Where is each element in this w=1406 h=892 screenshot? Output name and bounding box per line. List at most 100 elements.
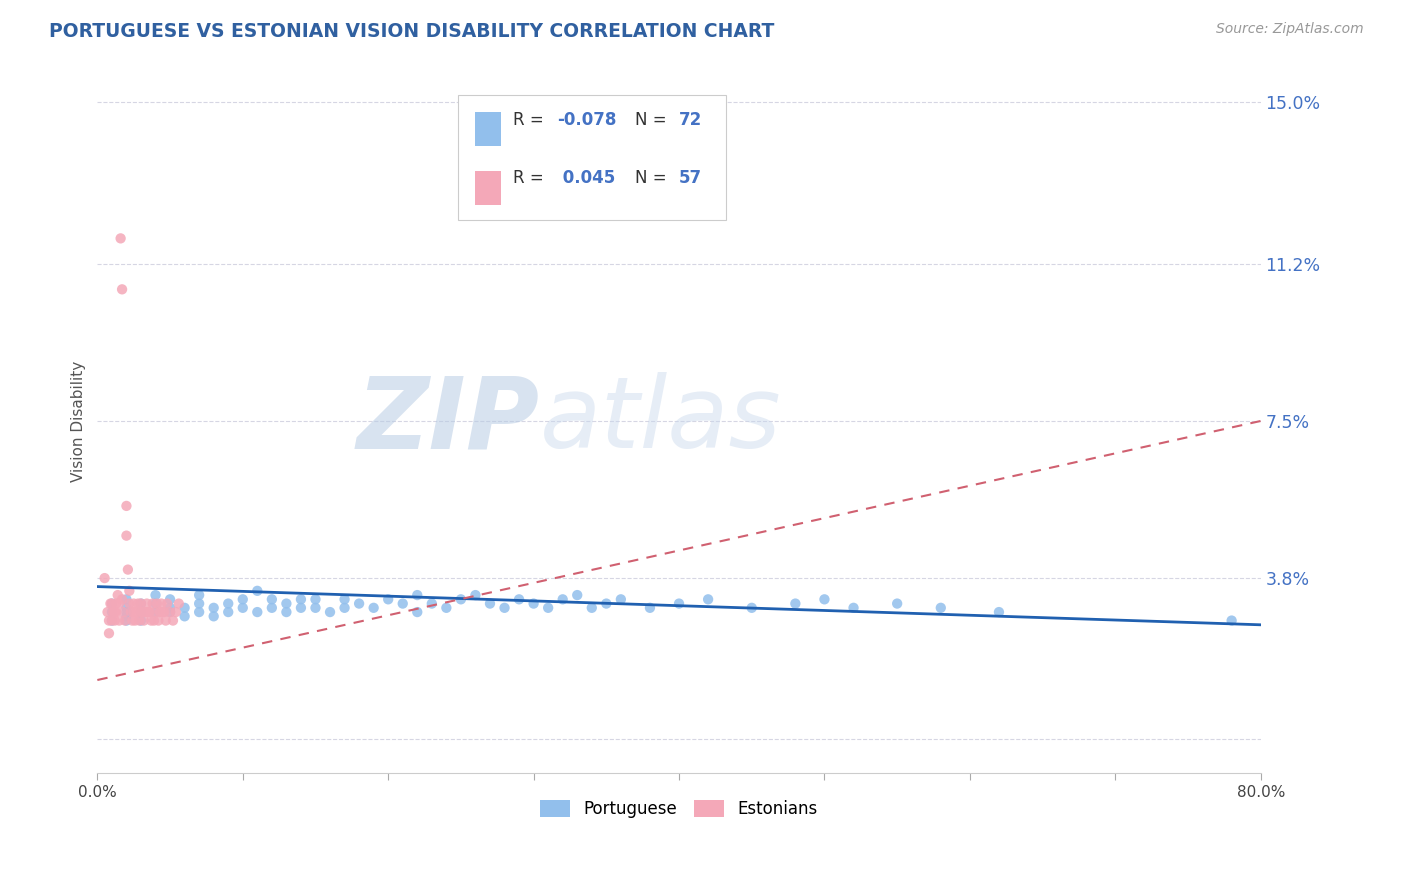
- Point: [101, 597, 124, 611]
- Point: [595, 597, 617, 611]
- Point: [124, 614, 146, 628]
- Point: [145, 597, 167, 611]
- Point: [145, 588, 167, 602]
- Point: [118, 597, 141, 611]
- Point: [115, 600, 138, 615]
- Point: [188, 605, 211, 619]
- Point: [101, 614, 124, 628]
- Point: [127, 597, 149, 611]
- Point: [290, 592, 312, 607]
- Point: [131, 605, 153, 619]
- Point: [115, 614, 138, 628]
- Point: [319, 605, 342, 619]
- Text: Source: ZipAtlas.com: Source: ZipAtlas.com: [1216, 22, 1364, 37]
- Point: [173, 609, 195, 624]
- Point: [494, 600, 516, 615]
- Point: [697, 592, 720, 607]
- Text: 72: 72: [679, 111, 702, 129]
- Legend: Portuguese, Estonians: Portuguese, Estonians: [534, 794, 824, 825]
- FancyBboxPatch shape: [475, 112, 501, 146]
- Text: PORTUGUESE VS ESTONIAN VISION DISABILITY CORRELATION CHART: PORTUGUESE VS ESTONIAN VISION DISABILITY…: [49, 22, 775, 41]
- Point: [132, 614, 155, 628]
- Point: [276, 605, 298, 619]
- Point: [120, 605, 142, 619]
- Point: [276, 597, 298, 611]
- Text: R =: R =: [513, 169, 548, 186]
- Point: [105, 605, 128, 619]
- Point: [142, 597, 165, 611]
- Point: [121, 614, 143, 628]
- Point: [122, 597, 145, 611]
- Point: [125, 605, 148, 619]
- Point: [523, 597, 546, 611]
- Point: [153, 605, 176, 619]
- Point: [406, 588, 429, 602]
- Point: [129, 597, 152, 611]
- Point: [842, 600, 865, 615]
- Point: [162, 614, 184, 628]
- Text: -0.078: -0.078: [557, 111, 616, 129]
- Point: [173, 600, 195, 615]
- Point: [217, 597, 239, 611]
- Point: [638, 600, 661, 615]
- Point: [450, 592, 472, 607]
- Point: [114, 614, 136, 628]
- Point: [188, 597, 211, 611]
- Point: [118, 583, 141, 598]
- Point: [304, 600, 326, 615]
- Point: [108, 597, 131, 611]
- Point: [98, 626, 121, 640]
- Point: [333, 592, 356, 607]
- Text: 57: 57: [679, 169, 702, 186]
- Text: atlas: atlas: [540, 373, 782, 469]
- Point: [304, 592, 326, 607]
- Point: [145, 605, 167, 619]
- Point: [668, 597, 690, 611]
- Point: [148, 614, 170, 628]
- Point: [150, 597, 173, 611]
- Point: [141, 614, 163, 628]
- Point: [129, 605, 152, 619]
- Point: [146, 597, 169, 611]
- Point: [406, 605, 429, 619]
- Point: [117, 563, 139, 577]
- Point: [232, 600, 254, 615]
- Point: [159, 605, 181, 619]
- Point: [136, 605, 159, 619]
- Point: [152, 605, 174, 619]
- Point: [232, 592, 254, 607]
- Y-axis label: Vision Disability: Vision Disability: [72, 360, 86, 482]
- Point: [813, 592, 835, 607]
- Point: [155, 614, 177, 628]
- Text: 0.045: 0.045: [557, 169, 616, 186]
- Point: [111, 592, 134, 607]
- Point: [112, 605, 135, 619]
- Point: [202, 609, 225, 624]
- Point: [159, 592, 181, 607]
- Point: [610, 592, 633, 607]
- Point: [363, 600, 385, 615]
- Point: [134, 605, 156, 619]
- Point: [377, 592, 399, 607]
- Point: [165, 605, 187, 619]
- Point: [202, 600, 225, 615]
- Point: [567, 588, 589, 602]
- Point: [101, 597, 124, 611]
- Point: [420, 597, 443, 611]
- Point: [129, 614, 152, 628]
- Point: [111, 282, 134, 296]
- Point: [1220, 614, 1243, 628]
- Point: [987, 605, 1010, 619]
- Point: [96, 605, 118, 619]
- Point: [333, 600, 356, 615]
- Point: [129, 605, 152, 619]
- Point: [115, 592, 138, 607]
- Point: [347, 597, 370, 611]
- Point: [143, 614, 166, 628]
- Text: N =: N =: [636, 169, 672, 186]
- Point: [217, 605, 239, 619]
- Point: [886, 597, 908, 611]
- Point: [115, 499, 138, 513]
- Point: [478, 597, 501, 611]
- Point: [115, 609, 138, 624]
